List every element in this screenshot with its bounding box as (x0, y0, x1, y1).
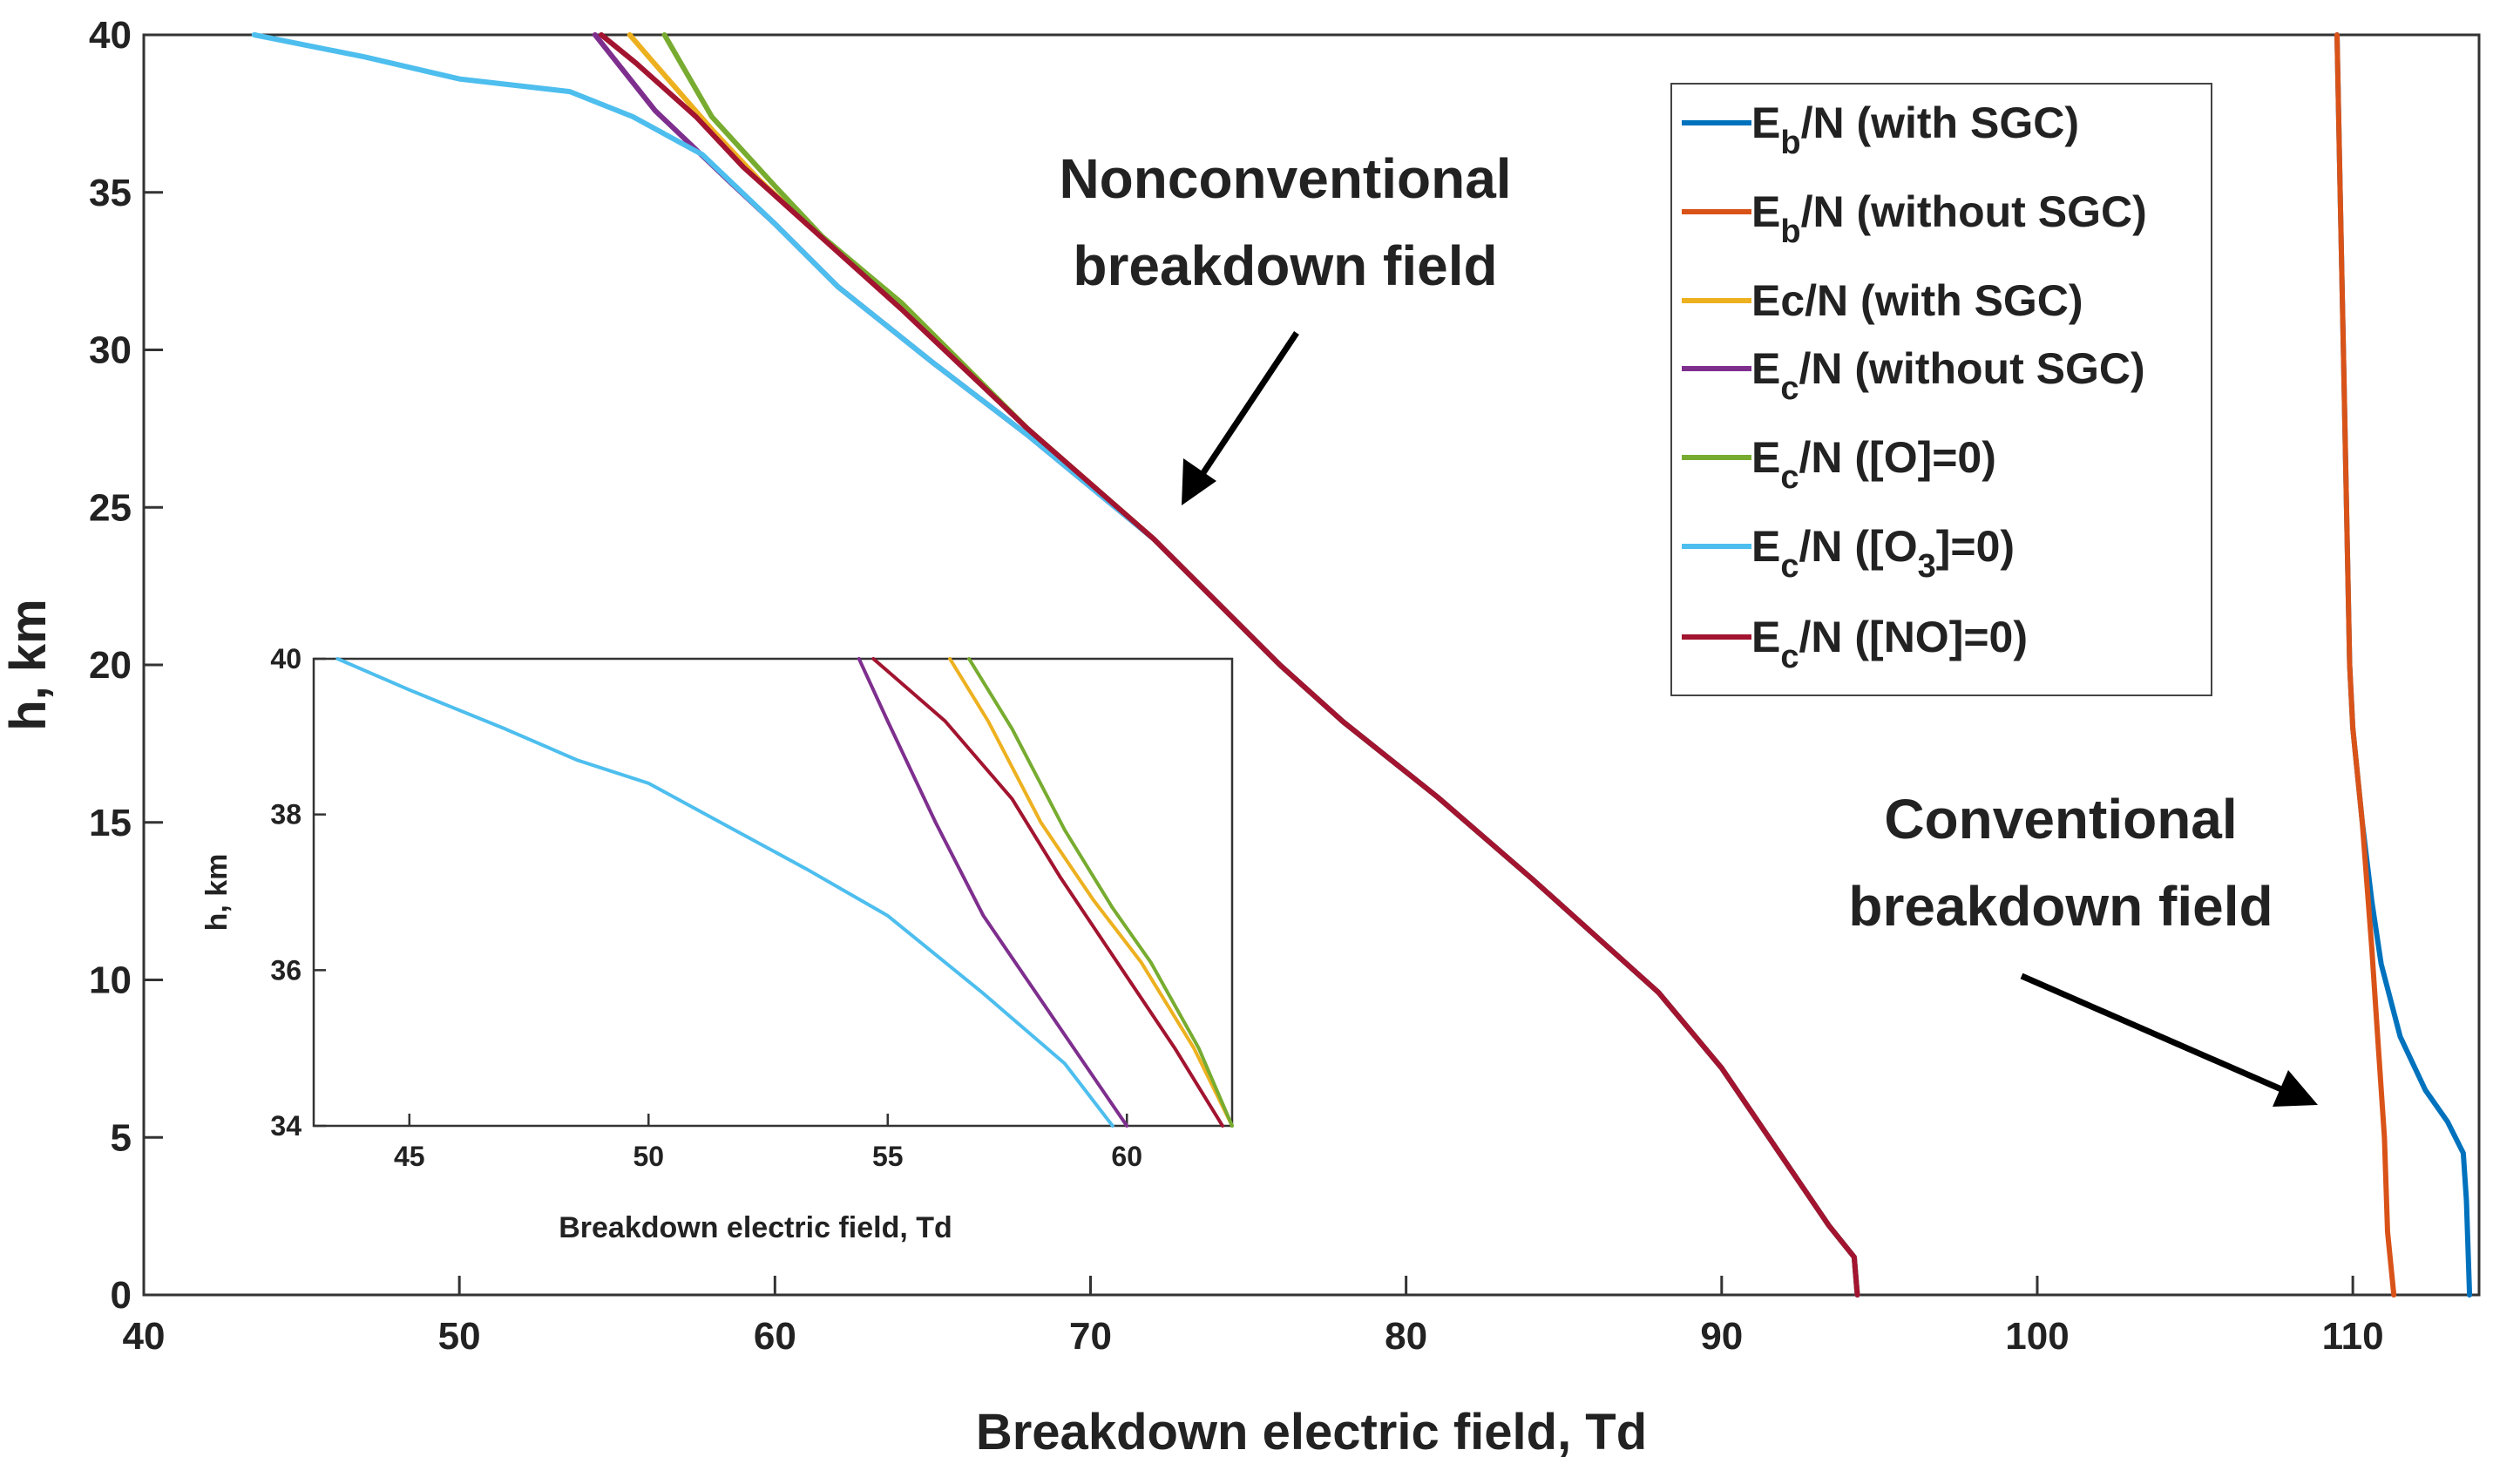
legend-box (1670, 83, 2212, 696)
inset-y-tick-label: 34 (270, 1110, 301, 1142)
inset-series-ec-n-with-sgc (948, 657, 1234, 1128)
main-y-tick-label: 25 (89, 486, 132, 529)
inset-series-lines (335, 657, 1234, 1128)
annotation-nonconventional-line1: Nonconventional (1059, 147, 1511, 210)
annotation-conventional-line1: Conventional (1884, 788, 2237, 850)
legend-label: Ec/N ([O3]=0) (1751, 522, 2015, 585)
main-y-tick-label: 20 (89, 644, 132, 687)
main-y-tick-label: 0 (111, 1274, 132, 1317)
main-y-tick-label: 15 (89, 802, 132, 844)
legend-label: Ec/N ([NO]=0) (1751, 613, 2028, 675)
inset-x-tick-label: 45 (394, 1141, 425, 1172)
inset-y-tick-label: 38 (270, 799, 301, 830)
inset-plot-area (312, 657, 1234, 1128)
main-y-tick-label: 35 (89, 172, 132, 214)
main-x-axis-title: Breakdown electric field, Td (976, 1404, 1647, 1460)
main-x-tick-label: 50 (438, 1315, 481, 1358)
main-series-lines (251, 32, 2473, 1298)
inset-x-axis-title: Breakdown electric field, Td (559, 1211, 952, 1244)
legend: Eb/N (with SGC) Eb/N (without SGC) Ec/N (w… (1682, 98, 2147, 675)
annotation-nonconventional-line2: breakdown field (1073, 234, 1497, 297)
main-x-tick-label: 40 (123, 1315, 166, 1358)
main-y-tick-label: 10 (89, 959, 132, 1002)
main-x-tick-label: 80 (1385, 1315, 1427, 1358)
inset-series-e-c-n-no-0 (871, 657, 1224, 1128)
main-y-tick-label: 40 (89, 14, 132, 57)
inset-y-tick-label: 40 (270, 643, 301, 674)
inset-y-tick-label: 36 (270, 954, 301, 986)
legend-label: Ec/N ([O]=0) (1751, 433, 1996, 496)
main-series-e-b-n-without-sgc (2334, 32, 2397, 1298)
main-axis-ticks: 40 50 60 70 80 90 100 110 0 5 10 15 20 25 30 35 40 (89, 14, 2384, 1358)
inset-x-tick-label: 60 (1111, 1141, 1142, 1172)
legend-label: Eb/N (with SGC) (1751, 98, 2079, 161)
main-y-tick-label: 30 (89, 329, 132, 372)
main-x-tick-label: 90 (1700, 1315, 1743, 1358)
annotation-conventional-arrow-shaft (2020, 972, 2283, 1093)
inset-series-e-c-n-o-3-0 (335, 657, 1114, 1128)
main-x-tick-label: 70 (1069, 1315, 1112, 1358)
inset-x-tick-label: 55 (872, 1141, 904, 1172)
main-x-tick-label: 100 (2005, 1315, 2069, 1358)
annotation-conventional-line2: breakdown field (1848, 875, 2273, 938)
main-x-tick-label: 60 (754, 1315, 796, 1358)
main-y-tick-label: 5 (111, 1116, 132, 1159)
inset-y-axis-title: h, km (200, 854, 234, 932)
annotation-nonconventional-arrow-head (1182, 458, 1216, 505)
main-series-e-c-n-no-0 (599, 32, 1860, 1298)
annotation-conventional-arrow-head (2273, 1070, 2318, 1107)
main-y-axis-title: h, km (0, 599, 57, 731)
annotation-nonconventional-arrow-shaft (1193, 331, 1299, 486)
inset-axis-ticks: 45 50 55 60 34 36 38 40 (270, 643, 1142, 1172)
legend-label: Ec/N (without SGC) (1751, 344, 2145, 407)
inset-series-e-c-n-o-0 (967, 657, 1234, 1128)
legend-label: Eb/N (without SGC) (1751, 187, 2147, 250)
legend-label: Ec/N (with SGC) (1751, 276, 2083, 325)
inset-series-e-c-n-without-sgc (857, 657, 1129, 1128)
inset-x-tick-label: 50 (633, 1141, 664, 1172)
main-x-tick-label: 110 (2322, 1315, 2384, 1358)
